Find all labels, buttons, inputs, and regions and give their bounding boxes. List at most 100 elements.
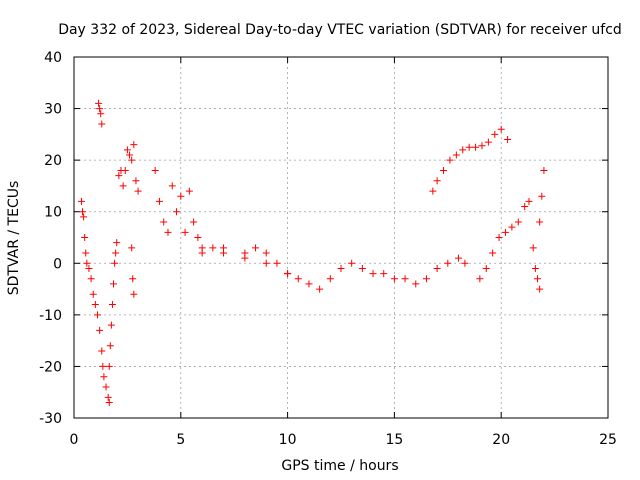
data-point (497, 125, 505, 133)
data-point (484, 138, 492, 146)
data-point (482, 264, 490, 272)
series-rise (105, 239, 121, 370)
data-point (262, 249, 270, 257)
data-point (130, 141, 138, 149)
data-point (262, 259, 270, 267)
data-point (91, 301, 99, 309)
data-point (538, 192, 546, 200)
data-point (536, 218, 544, 226)
data-point (98, 347, 106, 355)
data-point (194, 234, 202, 241)
data-point (85, 264, 93, 272)
y-tick-label: -30 (39, 411, 62, 427)
data-point (107, 321, 115, 329)
series-trace-2 (198, 244, 292, 278)
data-point (79, 208, 87, 216)
data-point (128, 156, 136, 164)
series-band (151, 166, 206, 257)
data-point (181, 228, 189, 236)
data-point (461, 259, 469, 267)
data-point (130, 290, 138, 298)
plot-frame (73, 56, 609, 419)
data-point (508, 223, 516, 231)
data-point (128, 244, 136, 252)
data-point (525, 197, 533, 205)
data-point (106, 342, 114, 350)
series-late-rise (476, 197, 533, 283)
data-point (198, 244, 206, 252)
data-point (102, 383, 110, 391)
data-point (110, 280, 118, 288)
data-point (521, 203, 529, 211)
series-descent-1 (83, 259, 107, 370)
data-point (115, 172, 123, 180)
data-point (514, 218, 522, 226)
data-point (476, 275, 484, 283)
data-points (77, 99, 548, 407)
data-point (531, 264, 539, 272)
data-point (534, 275, 542, 283)
data-point (93, 311, 101, 319)
data-point (495, 234, 503, 241)
x-tick-label: 5 (176, 432, 185, 448)
data-point (326, 275, 334, 283)
y-tick-label: 0 (53, 256, 62, 272)
data-point (380, 270, 388, 278)
data-point (273, 259, 281, 267)
data-point (81, 234, 89, 241)
data-point (284, 270, 292, 278)
data-point (177, 192, 185, 200)
data-point (491, 130, 499, 138)
x-tick-label: 15 (385, 432, 403, 448)
x-tick-label: 20 (492, 432, 510, 448)
grid-layer (74, 57, 608, 418)
data-point (96, 326, 104, 334)
x-tick-label: 0 (70, 432, 79, 448)
data-point (316, 285, 324, 293)
y-axis-label: SDTVAR / TECUs (6, 181, 22, 296)
series-jump (115, 141, 142, 195)
data-point (80, 213, 88, 221)
data-point (252, 244, 260, 252)
y-tick-label: 40 (44, 50, 62, 66)
data-point (472, 143, 480, 151)
data-point (540, 166, 548, 174)
y-tick-label: 10 (44, 205, 62, 221)
data-point (83, 259, 91, 267)
data-point (358, 264, 366, 272)
data-point (305, 280, 313, 288)
data-point (113, 239, 121, 247)
x-tick-label: 25 (599, 432, 617, 448)
data-point (446, 156, 454, 164)
data-point (98, 120, 106, 128)
y-tick-label: 20 (44, 153, 62, 169)
data-point (433, 177, 441, 185)
data-point (119, 182, 127, 190)
data-point (155, 197, 163, 205)
data-point (168, 182, 176, 190)
data-point (89, 290, 97, 298)
data-point (440, 166, 448, 174)
data-point (501, 228, 509, 236)
data-point (134, 187, 142, 195)
data-point (422, 275, 430, 283)
data-point (337, 264, 345, 272)
data-point (173, 208, 181, 216)
data-point (87, 275, 95, 283)
data-point (536, 285, 544, 293)
data-point (160, 218, 168, 226)
x-axis-label: GPS time / hours (281, 458, 398, 474)
data-point (151, 166, 159, 174)
data-point (96, 105, 104, 113)
data-point (209, 244, 217, 252)
x-tick-label: 10 (279, 432, 297, 448)
data-point (111, 259, 119, 267)
data-point (95, 99, 103, 107)
data-point (185, 187, 193, 195)
data-point (390, 275, 398, 283)
data-point (294, 275, 302, 283)
ticks-layer: 0 5 10 15 20 25 -30 -20 -10 0 10 20 30 40 (39, 50, 617, 448)
data-point (97, 110, 105, 118)
data-point (99, 362, 107, 370)
